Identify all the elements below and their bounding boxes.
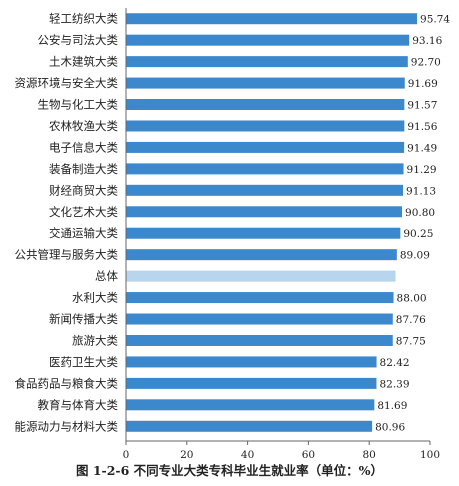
x-tick-label: 100 xyxy=(420,449,440,461)
x-tick-label: 80 xyxy=(363,449,376,461)
data-label: 89.09 xyxy=(400,250,430,262)
bar xyxy=(126,399,375,411)
data-label: 87.76 xyxy=(396,314,426,326)
bar xyxy=(126,13,418,25)
data-label: 80.96 xyxy=(375,421,405,433)
category-label: 文化艺术大类 xyxy=(49,205,118,219)
category-label: 电子信息大类 xyxy=(49,140,118,154)
category-label: 医药卫生大类 xyxy=(49,355,118,369)
category-label: 轻工纺织大类 xyxy=(49,12,118,26)
category-label: 总体 xyxy=(95,269,118,283)
bar xyxy=(126,120,405,132)
data-label: 91.29 xyxy=(407,164,437,176)
data-label: 91.57 xyxy=(407,100,437,112)
category-label: 公安与司法大类 xyxy=(38,33,119,47)
category-label: 公共管理与服务大类 xyxy=(15,248,119,262)
category-label: 旅游大类 xyxy=(72,333,118,347)
category-label: 交通运输大类 xyxy=(49,226,118,240)
bar xyxy=(126,334,393,346)
bar xyxy=(126,184,404,196)
bar xyxy=(126,292,394,304)
data-label: 91.56 xyxy=(407,121,437,133)
category-label: 土木建筑大类 xyxy=(49,55,118,69)
data-label: 81.69 xyxy=(377,400,407,412)
bar xyxy=(126,99,405,111)
data-label: 87.75 xyxy=(396,335,426,347)
x-tick-label: 40 xyxy=(241,449,254,461)
category-label: 农林牧渔大类 xyxy=(49,119,118,133)
data-label: 82.42 xyxy=(380,357,410,369)
bar xyxy=(126,313,393,325)
bar xyxy=(126,34,410,46)
x-tick-label: 0 xyxy=(123,449,130,461)
category-label: 资源环境与安全大类 xyxy=(15,76,119,90)
data-label: 90.25 xyxy=(403,228,433,240)
category-label: 教育与体育大类 xyxy=(38,398,119,412)
bar xyxy=(126,249,397,261)
data-label: 90.80 xyxy=(405,207,435,219)
data-label: 91.49 xyxy=(407,142,437,154)
data-label: 88.00 xyxy=(397,293,427,305)
x-tick-label: 60 xyxy=(302,449,315,461)
data-label: 91.13 xyxy=(406,185,436,197)
bar xyxy=(126,270,396,282)
data-label: 95.74 xyxy=(420,14,450,26)
data-label: 93.16 xyxy=(412,35,442,47)
bar xyxy=(126,56,408,68)
category-label: 财经商贸大类 xyxy=(49,183,118,197)
category-label: 装备制造大类 xyxy=(49,162,118,176)
data-label: 91.69 xyxy=(408,78,438,90)
bar xyxy=(126,377,377,389)
bar xyxy=(126,163,404,175)
chart-title: 图 1-2-6 不同专业大类专科毕业生就业率（单位：%） xyxy=(75,463,384,478)
category-label: 食品药品与粮食大类 xyxy=(15,376,119,390)
category-label: 水利大类 xyxy=(72,291,118,305)
category-label: 新闻传播大类 xyxy=(49,312,118,326)
bar xyxy=(126,227,401,239)
bar xyxy=(126,356,377,368)
data-label: 82.39 xyxy=(379,378,409,390)
bar xyxy=(126,77,405,89)
bar xyxy=(126,206,403,218)
data-label: 92.70 xyxy=(411,57,441,69)
bar xyxy=(126,141,405,153)
category-label: 能源动力与材料大类 xyxy=(15,419,119,433)
x-tick-label: 20 xyxy=(180,449,193,461)
bar xyxy=(126,420,373,432)
category-label: 生物与化工大类 xyxy=(38,98,119,112)
